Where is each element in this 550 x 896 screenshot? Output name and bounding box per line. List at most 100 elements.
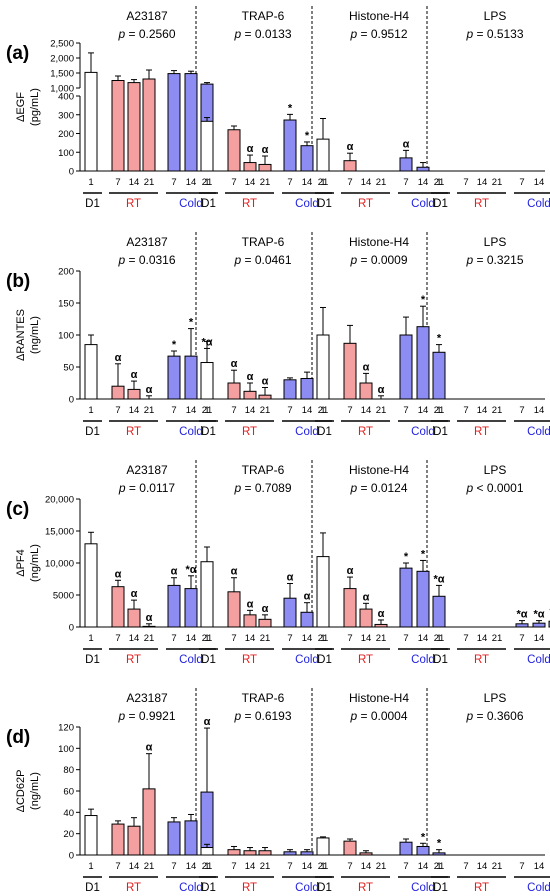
- x-tick-label: 7: [171, 177, 176, 188]
- significance-mark: *: [288, 102, 293, 114]
- bar-cold-day7: [283, 851, 297, 856]
- group-label-cold: Cold: [411, 198, 435, 210]
- bar-cold-day14: [416, 845, 430, 856]
- bar-rt-day7: [111, 80, 125, 172]
- agonist-title: Histone-H4: [349, 9, 409, 23]
- significance-mark: α: [378, 608, 385, 620]
- group-label-rt: RT: [242, 882, 257, 894]
- bar-cold-day7: [515, 623, 529, 628]
- significance-mark: α: [304, 591, 311, 603]
- group-label-d1: D1: [85, 426, 100, 438]
- bar-rt-day21: [142, 78, 156, 172]
- x-tick-label: 21: [260, 177, 271, 188]
- x-tick-label: 7: [403, 177, 408, 188]
- x-tick-label: 14: [418, 861, 429, 872]
- bar-cold-day7: [283, 379, 297, 400]
- group-label-rt: RT: [242, 198, 257, 210]
- bar-rt-day14: [127, 82, 141, 172]
- group-label-d1: D1: [433, 426, 448, 438]
- bar-cold-day7: [283, 119, 297, 172]
- x-tick-label: 21: [492, 633, 503, 644]
- y-tick-label: 20,000: [45, 495, 74, 506]
- x-tick-label: 7: [231, 861, 236, 872]
- agonist-title: TRAP-6: [242, 691, 285, 705]
- x-tick-label: 1: [204, 405, 209, 416]
- x-tick-label: 21: [144, 177, 155, 188]
- agonist-title: A23187: [126, 235, 168, 249]
- bar-cold-day7: [167, 73, 181, 172]
- panel-label: (c): [6, 499, 29, 520]
- group-label-d1: D1: [433, 882, 448, 894]
- bar-rt-day7: [343, 342, 357, 400]
- y-tick-label: 2,000: [50, 54, 74, 65]
- bar-cold-day7: [399, 841, 413, 856]
- x-tick-label: 14: [302, 177, 313, 188]
- significance-mark: *α: [516, 609, 527, 621]
- bar-d1-day1: [316, 837, 330, 856]
- x-tick-label: 14: [186, 633, 197, 644]
- group-label-cold: Cold: [179, 882, 203, 894]
- x-tick-label: 21: [434, 405, 445, 416]
- y-axis-label: ΔPF4: [15, 549, 27, 577]
- bar-d1-day1: [316, 556, 330, 628]
- panel-c: (c) ΔPF4 (ng/mL) 0 5000 10,000 15,000 20,000 A23…: [6, 460, 550, 666]
- group-label-d1: D1: [201, 882, 216, 894]
- group-label-rt: RT: [474, 882, 489, 894]
- group-label-cold: Cold: [527, 882, 550, 894]
- group-label-cold: Cold: [411, 426, 435, 438]
- y-tick-label: 400: [58, 92, 74, 103]
- x-tick-label: 14: [361, 177, 372, 188]
- significance-mark: α: [146, 384, 153, 396]
- bar-rt-day21: [258, 618, 272, 628]
- x-tick-label: 1: [204, 177, 209, 188]
- bar-d1-day1: [316, 138, 330, 172]
- bar-cold-day14: [416, 166, 430, 172]
- y-tick-label: 5000: [53, 591, 74, 602]
- group-label-d1: D1: [433, 654, 448, 666]
- x-tick-label: 21: [318, 633, 329, 644]
- x-tick-label: 7: [115, 861, 120, 872]
- significance-mark: α: [131, 369, 138, 381]
- x-tick-label: 21: [260, 405, 271, 416]
- group-label-rt: RT: [126, 198, 141, 210]
- significance-mark: α: [247, 598, 254, 610]
- x-tick-label: 21: [260, 861, 271, 872]
- x-tick-label: 7: [231, 177, 236, 188]
- group-label-cold: Cold: [527, 654, 550, 666]
- bar-rt-day21: [142, 625, 156, 628]
- x-tick-label: 14: [245, 861, 256, 872]
- y-axis-unit: (ng/mL): [29, 544, 41, 582]
- bar-d1-day1: [84, 815, 98, 856]
- group-label-d1: D1: [433, 198, 448, 210]
- x-tick-label: 7: [171, 405, 176, 416]
- significance-mark: α: [171, 566, 178, 578]
- x-tick-label: 14: [302, 861, 313, 872]
- x-tick-label: 1: [436, 861, 441, 872]
- bar-rt-day14: [127, 608, 141, 628]
- bar-cold-day14: [300, 145, 314, 172]
- significance-mark: α: [204, 716, 211, 728]
- y-tick-label: 1,500: [50, 69, 74, 80]
- x-tick-label: 14: [361, 405, 372, 416]
- group-label-cold: Cold: [527, 198, 550, 210]
- group-label-rt: RT: [474, 654, 489, 666]
- y-tick-label: 300: [58, 110, 74, 121]
- panel-b: (b) ΔRANTES (ng/mL) 0 50 100 150 200 A23187 p = 0…: [6, 232, 550, 438]
- p-value: p = 0.9921: [117, 709, 175, 723]
- x-tick-label: 7: [463, 633, 468, 644]
- x-tick-label: 14: [129, 177, 140, 188]
- group-label-rt: RT: [242, 426, 257, 438]
- significance-mark: *α: [185, 564, 196, 576]
- group-label-cold: Cold: [179, 198, 203, 210]
- bar-cold-day14: [416, 326, 430, 400]
- x-tick-label: 14: [477, 633, 488, 644]
- p-value: p = 0.3606: [465, 709, 523, 723]
- x-tick-label: 21: [202, 861, 213, 872]
- x-tick-label: 7: [519, 177, 524, 188]
- significance-mark: α: [403, 138, 410, 150]
- agonist-title: LPS: [484, 691, 507, 705]
- y-axis-unit: (ng/mL): [29, 316, 41, 354]
- bar-rt-day7: [227, 849, 241, 856]
